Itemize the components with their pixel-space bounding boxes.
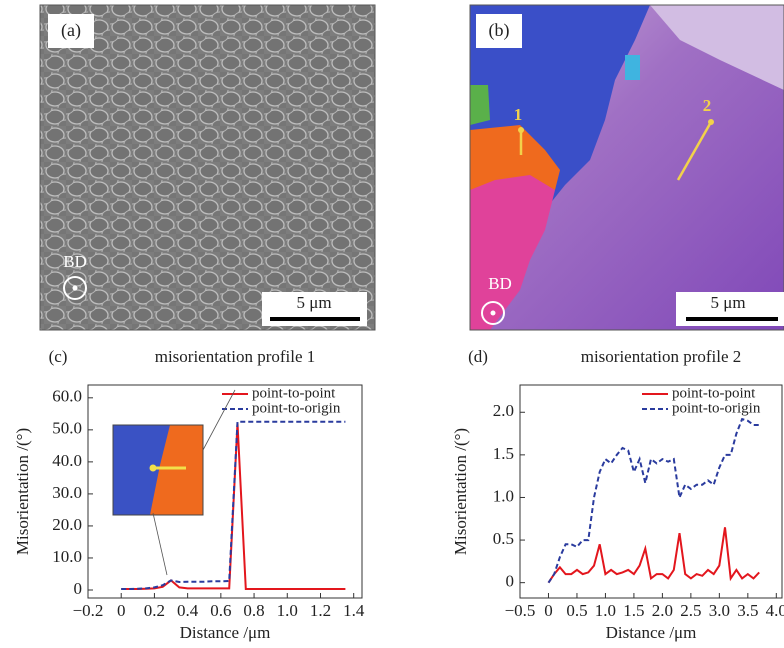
y-tick-label: 0	[506, 572, 515, 591]
y-tick-label: 40.0	[52, 451, 82, 470]
grain	[470, 85, 490, 125]
panel-label: (a)	[61, 20, 81, 41]
y-tick-label: 2.0	[493, 401, 514, 420]
plot-frame	[519, 384, 783, 599]
y-tick-label: 20.0	[52, 515, 82, 534]
x-tick-label: 1.0	[595, 601, 616, 620]
profile-start	[708, 119, 714, 125]
scale-text: 5 μm	[296, 293, 331, 312]
x-tick-label: 0	[117, 601, 126, 620]
chart: (d) misorientation profile 2 −0.5 0 0.5 1.0 1.…	[451, 347, 784, 642]
sem-image	[39, 4, 376, 331]
inset	[112, 389, 236, 576]
scale-bar	[270, 317, 360, 321]
y-axis-label: Misorientation /(°)	[451, 428, 470, 555]
inset-start	[149, 464, 157, 472]
y-tick-label: 30.0	[52, 483, 82, 502]
direction-symbol	[481, 301, 505, 325]
scale-bar	[686, 317, 778, 321]
x-tick-label: 0.5	[566, 601, 587, 620]
x-tick-label: 4.0	[766, 601, 784, 620]
chart-title: misorientation profile 1	[155, 347, 316, 366]
series-line	[547, 527, 760, 584]
panel-b	[470, 5, 784, 330]
scale-text: 5 μm	[710, 293, 745, 312]
direction-dot	[72, 285, 78, 291]
chart-title: misorientation profile 2	[581, 347, 742, 366]
inset-grain	[150, 425, 203, 515]
legend-label: point-to-point	[252, 385, 336, 401]
x-tick-label: 0.8	[243, 601, 264, 620]
x-tick-label: 3.5	[737, 601, 758, 620]
frame	[469, 4, 784, 331]
label-box	[476, 14, 522, 48]
x-tick-label: −0.5	[505, 601, 536, 620]
x-axis-label: Distance /μm	[606, 623, 697, 642]
y-tick-label: 10.0	[52, 547, 82, 566]
grain	[470, 175, 555, 330]
x-tick-label: 0.2	[144, 601, 165, 620]
profile-marker: 1	[514, 105, 523, 124]
profile-marker: 2	[703, 96, 712, 115]
x-axis-label: Distance /μm	[180, 623, 271, 642]
grain	[625, 55, 640, 80]
direction-label: BD	[63, 252, 87, 271]
connector	[202, 389, 236, 451]
y-tick-label: 1.0	[493, 486, 514, 505]
plot-frame	[87, 384, 363, 599]
legend-label: point-to-point	[672, 385, 756, 401]
panel-label: (c)	[49, 347, 68, 366]
x-tick-label: 1.5	[623, 601, 644, 620]
y-tick-label: 0.5	[493, 529, 514, 548]
legend-label: point-to-origin	[252, 400, 341, 416]
direction-label: BD	[488, 274, 512, 293]
panel-a: (a) BD 5 μm	[39, 4, 376, 331]
x-tick-label: 2.5	[680, 601, 701, 620]
x-tick-label: 3.0	[709, 601, 730, 620]
panel-label: (b)	[489, 20, 510, 41]
direction-dot	[490, 310, 496, 316]
x-tick-label: 0.6	[210, 601, 231, 620]
series-line	[547, 417, 760, 584]
panel-label: (d)	[468, 347, 488, 366]
x-tick-label: 1.2	[310, 601, 331, 620]
x-tick-label: 1.4	[343, 601, 365, 620]
y-tick-label: 0	[74, 579, 83, 598]
x-tick-label: 2.0	[652, 601, 673, 620]
direction-symbol	[63, 276, 87, 300]
legend-label: point-to-origin	[672, 400, 761, 416]
series-line	[121, 420, 346, 590]
chart: (c) misorientation profile 1 −0.2 0 0.2 0.4 0.…	[13, 347, 365, 642]
profile-line	[676, 121, 713, 181]
connector	[152, 512, 168, 576]
grain	[650, 5, 784, 90]
inset-frame	[112, 424, 204, 516]
grain	[470, 125, 560, 190]
y-axis-label: Misorientation /(°)	[13, 428, 32, 555]
y-tick-label: 1.5	[493, 444, 514, 463]
x-tick-label: 0.4	[177, 601, 199, 620]
x-tick-label: 1.0	[277, 601, 298, 620]
y-tick-label: 50.0	[52, 419, 82, 438]
profile-start	[518, 127, 524, 133]
x-tick-label: 0	[544, 601, 553, 620]
label-box	[48, 14, 94, 48]
y-tick-label: 60.0	[52, 387, 82, 406]
x-tick-label: −0.2	[73, 601, 104, 620]
panel-b-overlay: (b) 1 2 BD 5 μm	[469, 4, 784, 331]
